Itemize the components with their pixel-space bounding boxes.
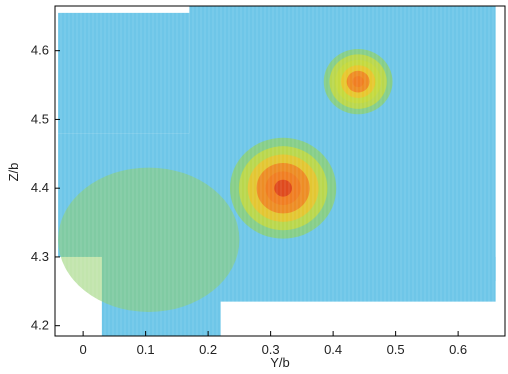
y-tick-label: 4.6 [31,43,49,58]
y-tick-label: 4.5 [31,111,49,126]
x-tick-label: 0.4 [324,342,342,357]
vector-texture [55,6,505,336]
y-axis: 4.2 4.3 4.4 4.5 4.6 [31,43,60,333]
plot-area [55,6,505,336]
x-tick-label: 0 [80,342,87,357]
x-axis-label: Y/b [270,355,290,370]
x-axis: 0 0.1 0.2 0.3 0.4 0.5 0.6 [80,331,467,357]
x-tick-label: 0.3 [262,342,280,357]
x-tick-label: 0.1 [137,342,155,357]
y-tick-label: 4.2 [31,318,49,333]
x-tick-label: 0.2 [199,342,217,357]
y-axis-label: Z/b [6,163,21,182]
x-tick-label: 0.6 [449,342,467,357]
y-tick-label: 4.3 [31,249,49,264]
y-tick-label: 4.4 [31,180,49,195]
plot-frame [54,5,506,337]
x-tick-label: 0.5 [387,342,405,357]
